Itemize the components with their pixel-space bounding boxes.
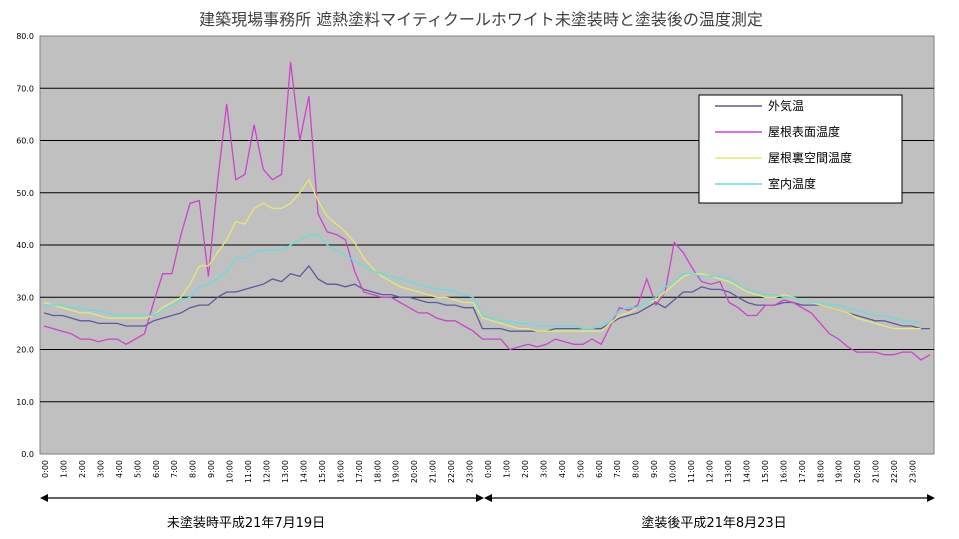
x-tick-label: 21:00: [872, 460, 881, 483]
y-axis-ticks: 0.0 10.0 20.0 30.0 40.0 50.0 60.0 70.0 80.0: [16, 32, 34, 459]
x-tick-label: 5:00: [576, 460, 585, 478]
x-tick-label: 13:00: [724, 460, 733, 483]
x-tick-label: 14:00: [742, 460, 751, 483]
legend-label: 室内温度: [768, 176, 816, 191]
y-tick-label: 50.0: [16, 189, 34, 198]
y-tick-label: 20.0: [16, 346, 34, 355]
x-tick-label: 15:00: [318, 460, 327, 483]
x-tick-label: 6:00: [152, 460, 161, 478]
x-tick-label: 1:00: [59, 460, 68, 478]
x-tick-label: 3:00: [96, 460, 105, 478]
series-line-2: [43, 62, 931, 361]
x-tick-label: 4:00: [558, 460, 567, 478]
y-tick-label: 40.0: [16, 241, 34, 250]
x-tick-label: 18:00: [373, 460, 382, 483]
x-tick-label: 7:00: [613, 460, 622, 478]
x-tick-label: 12:00: [706, 460, 715, 483]
x-tick-label: 14:00: [299, 460, 308, 483]
legend-label: 屋根裏空間温度: [768, 150, 852, 165]
x-tick-label: 22:00: [447, 460, 456, 483]
x-tick-label: 1:00: [502, 460, 511, 478]
period-arrow-1: [40, 494, 484, 502]
x-tick-label: 0:00: [484, 460, 493, 478]
x-tick-label: 13:00: [281, 460, 290, 483]
x-tick-label: 11:00: [244, 460, 253, 483]
x-tick-label: 21:00: [429, 460, 438, 483]
x-tick-label: 8:00: [632, 460, 641, 478]
period-arrow-2: [484, 494, 935, 502]
series-line-4: [44, 233, 922, 330]
x-tick-label: 12:00: [263, 460, 272, 483]
x-tick-label: 9:00: [650, 460, 659, 478]
x-tick-label: 5:00: [133, 460, 142, 478]
series-line-1: [43, 264, 930, 332]
y-tick-label: 80.0: [16, 32, 34, 41]
x-tick-label: 6:00: [595, 460, 604, 478]
x-tick-label: 20:00: [853, 460, 862, 483]
x-tick-label: 10:00: [226, 460, 235, 483]
x-tick-label: 22:00: [890, 460, 899, 483]
x-tick-label: 8:00: [189, 460, 198, 478]
x-tick-label: 17:00: [355, 460, 364, 483]
x-tick-label: 17:00: [798, 460, 807, 483]
x-tick-label: 16:00: [336, 460, 345, 483]
x-tick-label: 3:00: [539, 460, 548, 478]
x-tick-label: 23:00: [909, 460, 918, 483]
x-tick-label: 20:00: [410, 460, 419, 483]
chart-title: 建築現場事務所 遮熱塗料マイティクールホワイト未塗装時と塗装後の温度測定: [199, 10, 763, 29]
legend-label: 屋根表面温度: [768, 124, 840, 139]
y-tick-label: 30.0: [16, 293, 34, 302]
x-tick-label: 16:00: [779, 460, 788, 483]
x-tick-label: 2:00: [521, 460, 530, 478]
series-lines: [43, 62, 931, 361]
legend-box: [698, 94, 903, 204]
x-tick-label: 4:00: [115, 460, 124, 478]
x-tick-label: 11:00: [687, 460, 696, 483]
x-tick-label: 2:00: [78, 460, 87, 478]
y-tick-label: 0.0: [21, 450, 34, 459]
series-line-3: [43, 178, 921, 332]
period-label-2: 塗装後平成21年8月23日: [641, 515, 786, 531]
period-label-1: 未塗装時平成21年7月19日: [167, 515, 325, 531]
y-tick-label: 60.0: [16, 137, 34, 146]
x-tick-label: 18:00: [816, 460, 825, 483]
x-tick-label: 23:00: [466, 460, 475, 483]
x-tick-label: 15:00: [761, 460, 770, 483]
x-tick-label: 7:00: [170, 460, 179, 478]
x-tick-label: 19:00: [392, 460, 401, 483]
x-tick-label: 0:00: [41, 460, 50, 478]
y-tick-label: 70.0: [16, 84, 34, 93]
x-tick-label: 9:00: [207, 460, 216, 478]
y-tick-label: 10.0: [16, 398, 34, 407]
x-tick-label: 19:00: [835, 460, 844, 483]
period-markers: 未塗装時平成21年7月19日 塗装後平成21年8月23日: [40, 494, 935, 531]
x-axis-ticks: 0:00 1:00 2:00 3:00 4:00 5:00 6:00 7:00 8:00 9:00…: [41, 460, 918, 483]
x-tick-label: 10:00: [669, 460, 678, 483]
legend-label: 外気温: [768, 98, 804, 113]
